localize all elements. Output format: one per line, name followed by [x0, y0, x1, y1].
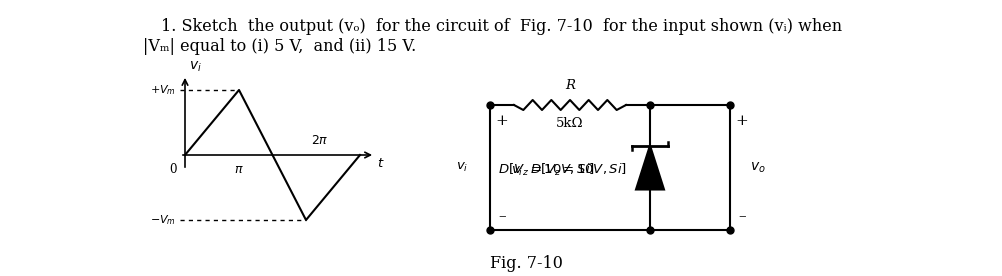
Text: $\pi$: $\pi$	[233, 163, 243, 176]
Text: $+V_m$: $+V_m$	[150, 83, 175, 97]
Text: –: –	[737, 209, 745, 223]
Text: $D[V_z =10V, Si]$: $D[V_z =10V, Si]$	[498, 161, 594, 177]
Text: $-V_m$: $-V_m$	[150, 213, 175, 227]
Text: 1. Sketch  the output (vₒ)  for the circuit of  Fig. 7-10  for the input shown (: 1. Sketch the output (vₒ) for the circui…	[161, 18, 842, 35]
Text: Fig. 7-10: Fig. 7-10	[490, 255, 562, 272]
Text: $v_o$: $v_o$	[749, 160, 765, 175]
Text: 0: 0	[169, 163, 176, 176]
Text: +: +	[495, 114, 508, 128]
Text: 5kΩ: 5kΩ	[556, 117, 583, 130]
Text: –: –	[498, 209, 505, 223]
Polygon shape	[635, 145, 663, 190]
Text: $v_i$: $v_i$	[188, 60, 201, 74]
Text: $2\pi$: $2\pi$	[311, 134, 329, 147]
Text: $t$: $t$	[377, 157, 384, 170]
Text: $v_i$  $D[V_z = 10V, Si]$: $v_i$ $D[V_z = 10V, Si]$	[510, 161, 626, 177]
Text: $v_i$: $v_i$	[455, 161, 468, 174]
Text: R: R	[564, 79, 574, 92]
Text: |Vₘ| equal to (i) 5 V,  and (ii) 15 V.: |Vₘ| equal to (i) 5 V, and (ii) 15 V.	[143, 38, 416, 55]
Text: +: +	[734, 114, 747, 128]
